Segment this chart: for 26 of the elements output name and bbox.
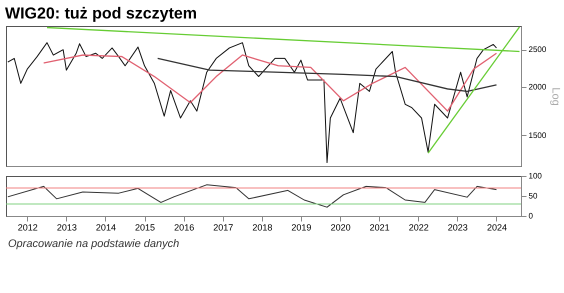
y-tick-label: 2000 [528, 82, 547, 92]
x-tick-label: 2016 [174, 222, 194, 232]
x-tick-label: 2013 [56, 222, 77, 232]
x-tick-label: 2018 [252, 222, 272, 232]
line-series [7, 42, 497, 164]
x-tick-label: 2024 [486, 222, 507, 232]
y-tick-label: 2500 [528, 45, 547, 54]
line-series [157, 58, 498, 92]
line-series [43, 52, 498, 112]
x-tick-label: 2023 [448, 222, 468, 232]
x-tick-label: 2021 [370, 222, 390, 232]
y-tick-label: 1500 [528, 130, 547, 140]
x-tick-label: 2019 [291, 222, 312, 232]
x-tick-label: 2022 [408, 222, 429, 232]
x-tick-label: 2012 [18, 222, 38, 232]
y-tick-label: 100 [528, 172, 542, 180]
y-tick-label: 50 [528, 192, 538, 200]
text: Opracowanie na podstawie danych [8, 238, 180, 250]
x-tick-label: 2020 [330, 222, 351, 232]
line-series [7, 184, 497, 208]
x-tick-label: 2017 [213, 222, 234, 232]
y-axis-title: Log [549, 87, 562, 106]
chart-title: WIG20: tuż pod szczytem [5, 6, 198, 22]
y-tick-label: 0 [528, 212, 534, 220]
x-tick-label: 2014 [96, 222, 116, 232]
x-tick-label: 2015 [135, 222, 156, 232]
